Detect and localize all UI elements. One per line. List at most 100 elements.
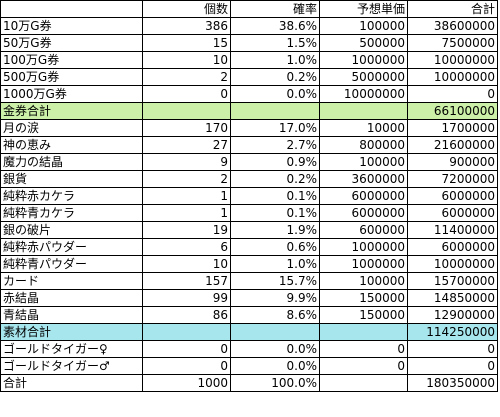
cell-name[interactable]: 50万G券 <box>0 34 143 52</box>
cell-total[interactable]: 114250000 <box>407 323 498 341</box>
cell-count[interactable]: 10 <box>142 255 231 273</box>
cell-count[interactable] <box>142 102 231 120</box>
cell-probability[interactable]: 0.2% <box>230 68 320 86</box>
cell-count[interactable]: 99 <box>142 289 231 307</box>
cell-unit-price[interactable]: 800000 <box>319 136 408 154</box>
cell-unit-price[interactable]: 500000 <box>319 34 408 52</box>
cell-count[interactable]: 157 <box>142 272 231 290</box>
cell-unit-price[interactable]: 1000000 <box>319 51 408 69</box>
cell-probability[interactable]: 1.5% <box>230 34 320 52</box>
cell-total[interactable]: 12900000 <box>407 306 498 324</box>
cell-count[interactable]: 1000 <box>142 374 231 392</box>
cell-unit-price[interactable]: 150000 <box>319 306 408 324</box>
cell-probability[interactable]: 0.2% <box>230 170 320 188</box>
cell-unit-price[interactable]: 100000 <box>319 272 408 290</box>
cell-total[interactable]: 10000000 <box>407 255 498 273</box>
cell-probability[interactable]: 100.0% <box>230 374 320 392</box>
header-cell-total[interactable]: 合計 <box>407 0 498 18</box>
cell-name[interactable]: 100万G券 <box>0 51 143 69</box>
header-cell-count[interactable]: 個数 <box>142 0 231 18</box>
cell-unit-price[interactable] <box>319 323 408 341</box>
cell-unit-price[interactable] <box>319 102 408 120</box>
cell-probability[interactable]: 0.1% <box>230 187 320 205</box>
header-cell-name[interactable] <box>0 0 143 18</box>
cell-name[interactable]: 月の涙 <box>0 119 143 137</box>
cell-name[interactable]: 合計 <box>0 374 143 392</box>
cell-probability[interactable]: 1.9% <box>230 221 320 239</box>
cell-total[interactable]: 6000000 <box>407 204 498 222</box>
cell-total[interactable]: 0 <box>407 85 498 103</box>
cell-unit-price[interactable]: 6000000 <box>319 204 408 222</box>
cell-unit-price[interactable]: 600000 <box>319 221 408 239</box>
cell-unit-price[interactable]: 100000 <box>319 153 408 171</box>
cell-total[interactable]: 0 <box>407 340 498 358</box>
cell-count[interactable]: 170 <box>142 119 231 137</box>
header-cell-probability[interactable]: 確率 <box>230 0 320 18</box>
cell-total[interactable]: 21600000 <box>407 136 498 154</box>
cell-probability[interactable]: 0.9% <box>230 153 320 171</box>
cell-total[interactable]: 0 <box>407 357 498 375</box>
cell-unit-price[interactable]: 1000000 <box>319 255 408 273</box>
cell-total[interactable]: 38600000 <box>407 17 498 35</box>
cell-count[interactable]: 1 <box>142 204 231 222</box>
cell-total[interactable]: 6000000 <box>407 238 498 256</box>
cell-total[interactable]: 15700000 <box>407 272 498 290</box>
cell-total[interactable]: 900000 <box>407 153 498 171</box>
cell-name[interactable]: ゴールドタイガー♀ <box>0 340 143 358</box>
cell-probability[interactable]: 2.7% <box>230 136 320 154</box>
cell-count[interactable]: 2 <box>142 68 231 86</box>
cell-total[interactable]: 1700000 <box>407 119 498 137</box>
cell-probability[interactable]: 0.0% <box>230 340 320 358</box>
cell-name[interactable]: 1000万G券 <box>0 85 143 103</box>
cell-total[interactable]: 14850000 <box>407 289 498 307</box>
cell-name[interactable]: 魔力の結晶 <box>0 153 143 171</box>
cell-count[interactable]: 15 <box>142 34 231 52</box>
cell-count[interactable]: 386 <box>142 17 231 35</box>
cell-count[interactable]: 1 <box>142 187 231 205</box>
cell-count[interactable] <box>142 323 231 341</box>
cell-count[interactable]: 86 <box>142 306 231 324</box>
cell-unit-price[interactable]: 3600000 <box>319 170 408 188</box>
cell-unit-price[interactable]: 5000000 <box>319 68 408 86</box>
cell-unit-price[interactable]: 0 <box>319 340 408 358</box>
cell-count[interactable]: 9 <box>142 153 231 171</box>
cell-total[interactable]: 66100000 <box>407 102 498 120</box>
cell-name[interactable]: 青結晶 <box>0 306 143 324</box>
cell-unit-price[interactable] <box>319 374 408 392</box>
cell-total[interactable]: 11400000 <box>407 221 498 239</box>
cell-count[interactable]: 2 <box>142 170 231 188</box>
cell-name[interactable]: カード <box>0 272 143 290</box>
cell-count[interactable]: 10 <box>142 51 231 69</box>
cell-count[interactable]: 6 <box>142 238 231 256</box>
cell-name[interactable]: 銀の破片 <box>0 221 143 239</box>
cell-total[interactable]: 10000000 <box>407 68 498 86</box>
cell-probability[interactable]: 0.0% <box>230 85 320 103</box>
cell-probability[interactable]: 38.6% <box>230 17 320 35</box>
cell-unit-price[interactable]: 10000 <box>319 119 408 137</box>
cell-count[interactable]: 19 <box>142 221 231 239</box>
cell-count[interactable]: 27 <box>142 136 231 154</box>
cell-name[interactable]: 500万G券 <box>0 68 143 86</box>
cell-unit-price[interactable]: 100000 <box>319 17 408 35</box>
cell-name[interactable]: 素材合計 <box>0 323 143 341</box>
cell-unit-price[interactable]: 150000 <box>319 289 408 307</box>
cell-probability[interactable]: 1.0% <box>230 255 320 273</box>
cell-name[interactable]: 純粋青パウダー <box>0 255 143 273</box>
cell-unit-price[interactable]: 6000000 <box>319 187 408 205</box>
cell-unit-price[interactable]: 10000000 <box>319 85 408 103</box>
cell-name[interactable]: 銀貨 <box>0 170 143 188</box>
cell-total[interactable]: 7200000 <box>407 170 498 188</box>
cell-name[interactable]: 10万G券 <box>0 17 143 35</box>
cell-count[interactable]: 0 <box>142 340 231 358</box>
cell-name[interactable]: 純粋青カケラ <box>0 204 143 222</box>
cell-probability[interactable] <box>230 102 320 120</box>
cell-total[interactable]: 6000000 <box>407 187 498 205</box>
cell-name[interactable]: ゴールドタイガー♂ <box>0 357 143 375</box>
cell-probability[interactable]: 0.1% <box>230 204 320 222</box>
cell-unit-price[interactable]: 0 <box>319 357 408 375</box>
cell-total[interactable]: 180350000 <box>407 374 498 392</box>
cell-probability[interactable]: 0.6% <box>230 238 320 256</box>
cell-probability[interactable]: 9.9% <box>230 289 320 307</box>
cell-name[interactable]: 純粋赤パウダー <box>0 238 143 256</box>
cell-total[interactable]: 7500000 <box>407 34 498 52</box>
